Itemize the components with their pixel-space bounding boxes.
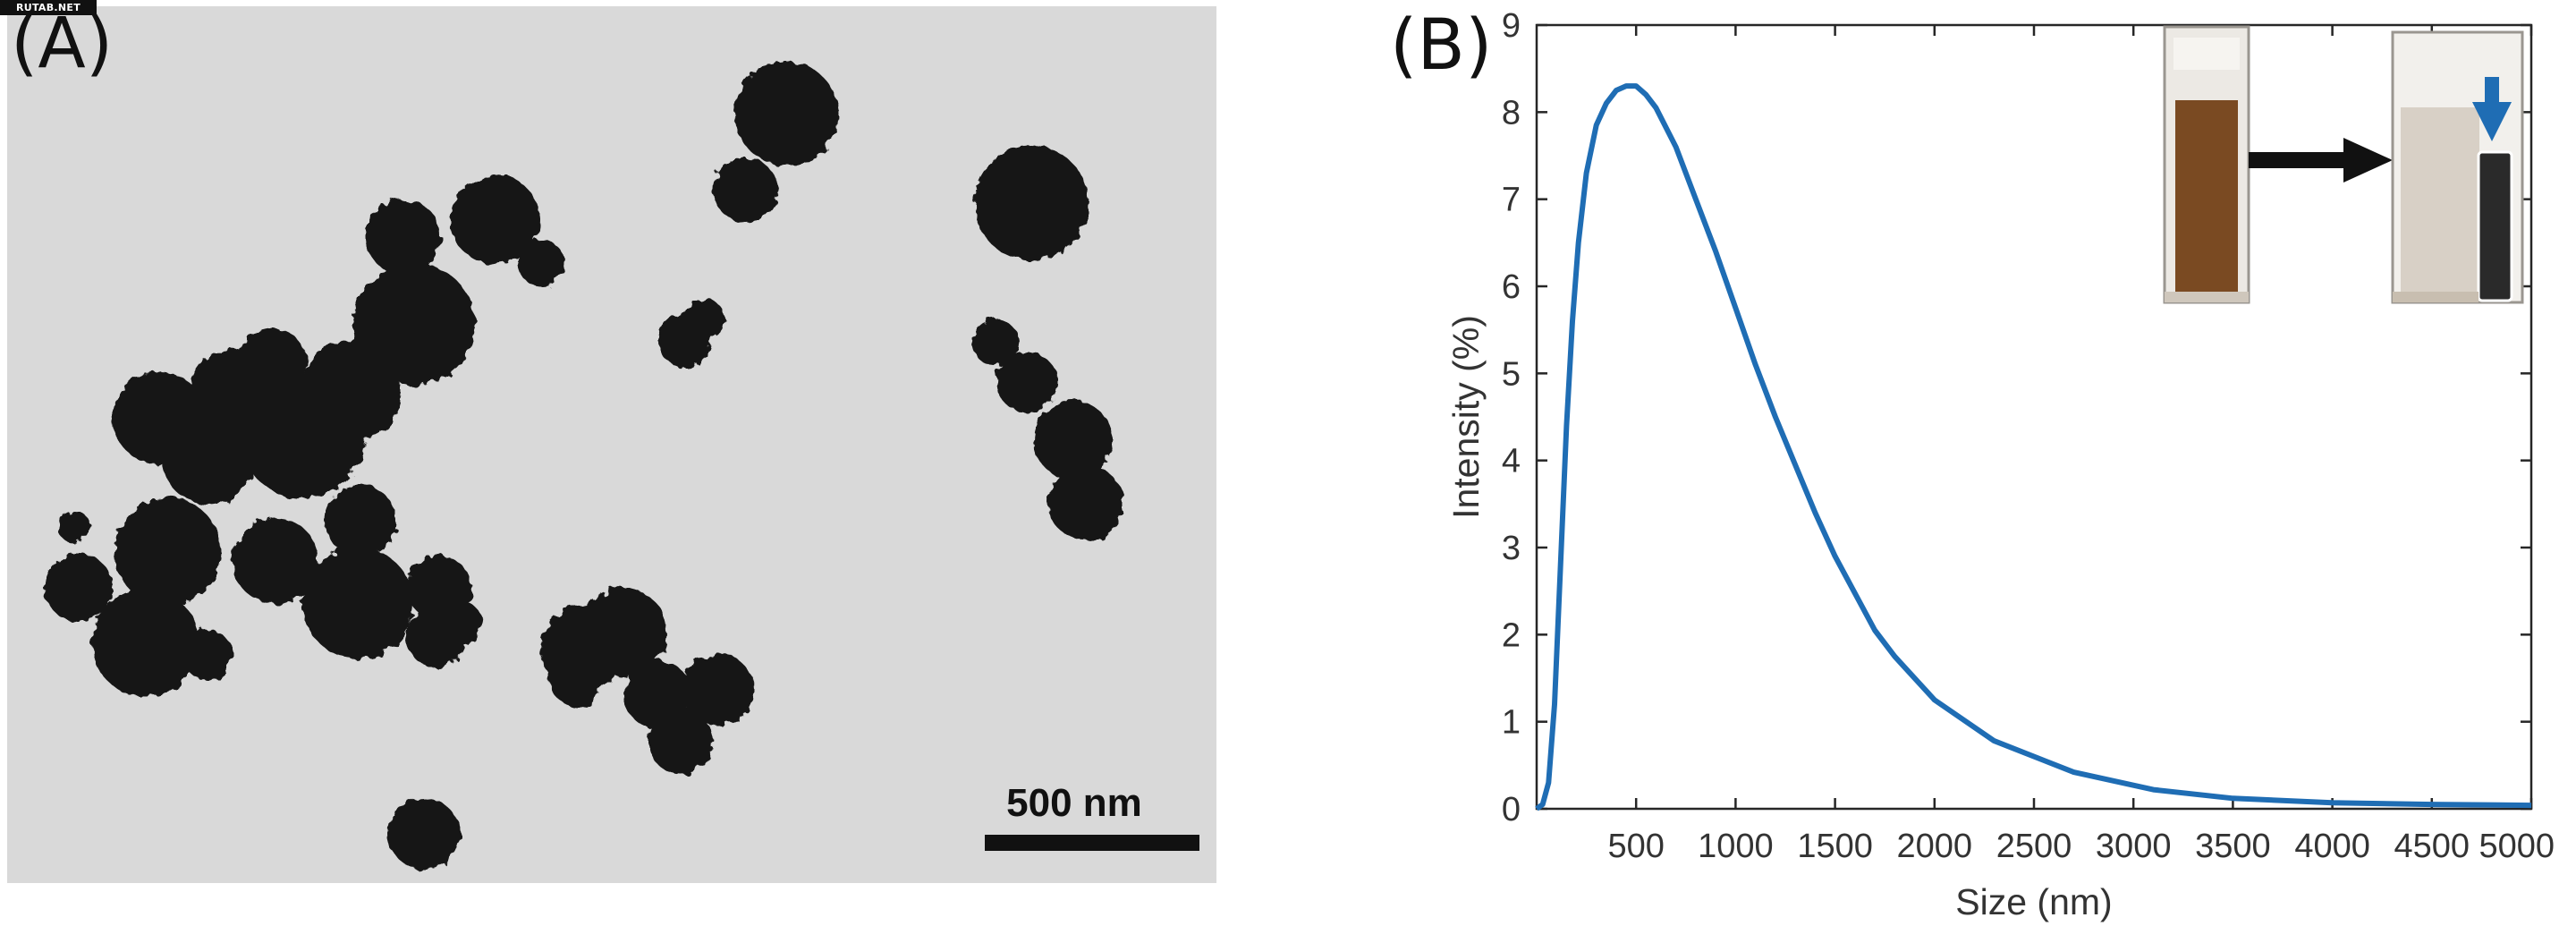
- nanoparticle: [190, 350, 272, 432]
- nanoparticle: [325, 485, 396, 556]
- nanoparticle: [113, 371, 206, 464]
- nanoparticle: [734, 62, 838, 166]
- nanoparticle: [548, 649, 606, 706]
- nanoparticle: [685, 299, 724, 338]
- y-tick-label: 0: [1502, 791, 1521, 828]
- watermark: RUTAB.NET: [0, 0, 97, 15]
- nanoparticle: [182, 630, 233, 680]
- nanoparticle: [450, 174, 539, 264]
- nanoparticle: [578, 588, 667, 677]
- y-axis: 0 1 2 3 4 5 6 7 8 9: [1502, 7, 2531, 828]
- transition-arrow: [2249, 138, 2393, 183]
- panel-label-a: (A): [11, 4, 114, 84]
- x-tick-label: 500: [1607, 828, 1664, 865]
- nanoparticle: [648, 709, 713, 774]
- inset-photo: [2163, 25, 2524, 304]
- y-tick-label: 8: [1502, 94, 1521, 132]
- scale-bar-label: 500 nm: [1006, 781, 1142, 825]
- plot-area: [1535, 23, 2533, 811]
- series-line: [1535, 83, 2532, 811]
- x-axis-title: Size (nm): [1955, 881, 2112, 922]
- x-tick-label: 3000: [2096, 828, 2172, 865]
- x-tick-label: 5000: [2479, 828, 2555, 865]
- nanoparticle: [436, 600, 482, 647]
- nanoparticle: [114, 498, 222, 606]
- y-tick-label: 4: [1502, 443, 1521, 480]
- nanoparticle: [974, 146, 1089, 260]
- x-tick-label: 4500: [2394, 828, 2470, 865]
- nanoparticle: [972, 319, 1019, 366]
- nanoparticle: [366, 200, 441, 275]
- y-tick-label: 2: [1502, 616, 1521, 654]
- x-tick-label: 4000: [2294, 828, 2370, 865]
- scale-bar: [985, 835, 1199, 851]
- nanoparticle: [45, 554, 113, 622]
- liquid-before: [2175, 100, 2238, 292]
- nanoparticle: [518, 240, 564, 286]
- nanoparticle-cluster: [45, 62, 1123, 870]
- x-tick-label: 3500: [2195, 828, 2271, 865]
- nanoparticle: [233, 518, 318, 604]
- y-tick-label: 7: [1502, 182, 1521, 219]
- x-tick-label: 1500: [1797, 828, 1873, 865]
- panel-label-b: (B): [1390, 5, 1493, 86]
- tem-micrograph: 500 nm: [7, 6, 1216, 883]
- nanoparticle: [92, 590, 199, 697]
- x-tick-label: 2500: [1996, 828, 2072, 865]
- nanoparticle: [58, 511, 90, 543]
- nanoparticle: [713, 157, 777, 222]
- y-tick-label: 6: [1502, 268, 1521, 306]
- x-axis: 500 1000 1500 2000 2500 3000 3500 4000 4500 5000: [1607, 25, 2555, 865]
- nanoparticle: [1048, 465, 1123, 540]
- nanoparticle: [240, 373, 365, 498]
- down-arrow-icon: [2472, 77, 2512, 141]
- cuvette-after: [2391, 30, 2524, 304]
- nanoparticle: [302, 548, 413, 658]
- x-tick-label: 1000: [1698, 828, 1774, 865]
- y-tick-label: 9: [1502, 7, 1521, 45]
- y-tick-label: 1: [1502, 704, 1521, 742]
- nanoparticle: [682, 654, 754, 726]
- x-tick-label: 2000: [1897, 828, 1973, 865]
- nanoparticle: [388, 798, 460, 870]
- y-tick-label: 3: [1502, 530, 1521, 567]
- nanoparticle: [996, 352, 1057, 412]
- magnet: [2477, 150, 2513, 302]
- cuvette-before: [2163, 25, 2250, 304]
- y-tick-label: 5: [1502, 355, 1521, 393]
- nanoparticle: [1034, 401, 1113, 480]
- y-axis-title: Intensity (%): [1445, 315, 1487, 519]
